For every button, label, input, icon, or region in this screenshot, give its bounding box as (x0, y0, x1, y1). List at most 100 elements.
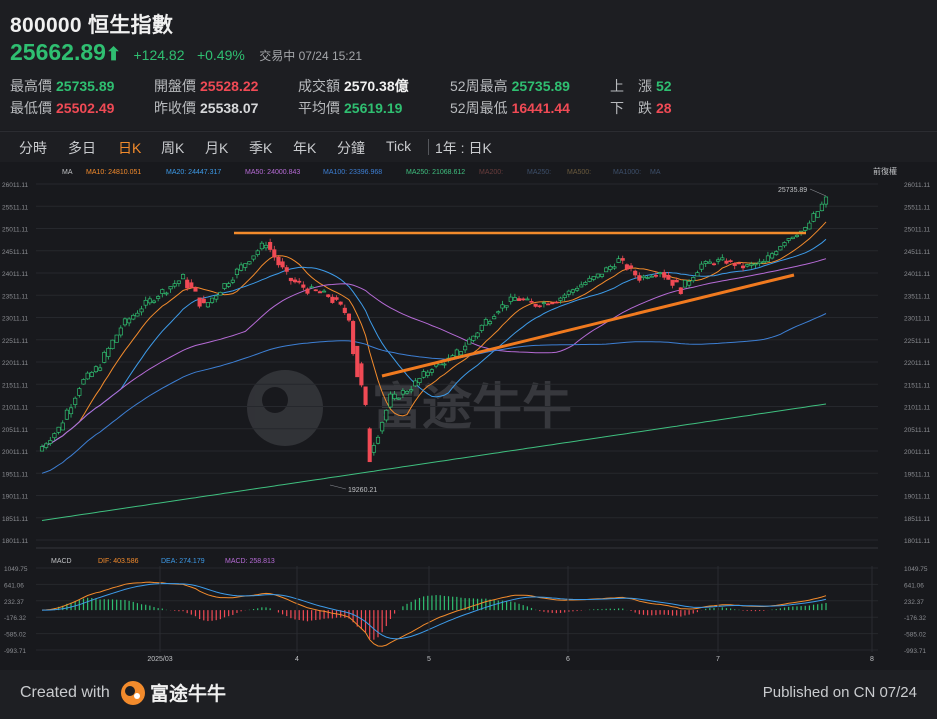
price-change: +124.82 (133, 47, 185, 63)
ma250-line (41, 403, 827, 521)
candle-body (782, 242, 787, 247)
candle-body (201, 298, 206, 304)
candle-body (546, 303, 551, 306)
candle-body (425, 371, 430, 376)
candle-body (205, 302, 210, 308)
candle-body (156, 296, 161, 299)
stat-advancers: 上 漲 52 (610, 78, 672, 94)
candle-body (151, 300, 157, 303)
y-tick-label-right: 19011.11 (904, 494, 931, 501)
candle-body (98, 367, 103, 371)
ma100-line (41, 313, 827, 474)
candle-body (504, 305, 509, 308)
y-tick-label-left: 24011.11 (2, 271, 29, 278)
tab-tick[interactable]: Tick (386, 138, 412, 154)
candle-body (641, 275, 646, 279)
legend-item: MA200: (479, 169, 503, 176)
candle-body (711, 263, 717, 266)
candle-body (463, 345, 468, 351)
up-arrow-icon: ⬆ (105, 44, 122, 64)
candle-body (172, 283, 177, 287)
watermark: 富途牛牛 (247, 370, 572, 446)
last-price: 25662.89 (10, 39, 106, 65)
candle-body (44, 443, 49, 448)
x-tick-label: 4 (295, 656, 299, 663)
candle-body (239, 264, 244, 271)
candle-body (815, 211, 820, 218)
candle-body (160, 289, 165, 294)
dif-label: DIF: 403.586 (98, 558, 139, 565)
stat-52w-high: 52周最高 25735.89 (450, 78, 570, 94)
macd-tick-left: -585.02 (4, 632, 26, 639)
trading-status: 交易中 07/24 15:21 (259, 49, 362, 63)
tab-monthly-k[interactable]: 月K (205, 140, 229, 156)
candle-body (765, 255, 770, 262)
candle-body (529, 301, 534, 303)
x-tick-label: 8 (870, 656, 874, 663)
candle-body (682, 279, 688, 288)
kline-chart[interactable]: 富途牛牛 MA MA10: 24810.051 MA20: 24447.317 MA5… (0, 162, 937, 670)
candle-body (566, 290, 571, 295)
legend-item: MA50: 24000.843 (245, 169, 300, 176)
y-tick-label-left: 18511.11 (2, 516, 29, 523)
candle-body (533, 303, 538, 307)
candle-body (811, 213, 816, 222)
candle-body (716, 259, 721, 262)
candle-body (699, 263, 704, 270)
candle-body (583, 282, 588, 285)
candle-body (52, 433, 57, 439)
tab-daily-k[interactable]: 日K (118, 140, 142, 156)
candle-body (338, 301, 343, 305)
candle-body (458, 351, 464, 356)
stat-open: 開盤價 25528.22 (154, 78, 259, 94)
candle-body (230, 279, 235, 283)
support-trendline (381, 273, 795, 378)
x-tick-label: 5 (427, 656, 431, 663)
tab-yearly-k[interactable]: 年K (293, 140, 317, 156)
candle-body (599, 273, 605, 277)
candle-body (131, 314, 136, 320)
index-code: 800000 (10, 14, 82, 37)
candle-body (475, 332, 480, 338)
candle-body (417, 377, 422, 384)
y-tick-label-right: 20011.11 (904, 449, 931, 456)
tab-range-selector[interactable]: 1年 : 日K (435, 140, 492, 156)
candle-body (351, 321, 356, 355)
candle-body (313, 289, 318, 292)
candle-body (114, 334, 119, 343)
macd-tick-right: 232.37 (904, 599, 924, 606)
adjust-label[interactable]: 前復權 (873, 166, 897, 176)
tab-intraday[interactable]: 分時 (19, 140, 47, 156)
y-tick-label-left: 25011.11 (2, 227, 29, 234)
candle-body (720, 257, 725, 261)
candle-body (110, 339, 115, 350)
stat-low: 最低價 25502.49 (10, 100, 115, 116)
candle-body (106, 347, 111, 357)
legend-item: MA (650, 169, 661, 176)
tab-weekly-k[interactable]: 周K (161, 140, 185, 156)
legend-item: MA1000: (613, 169, 641, 176)
tab-minute[interactable]: 分鐘 (337, 140, 365, 156)
index-name: 恒生指數 (88, 14, 174, 37)
tab-multi-day[interactable]: 多日 (68, 140, 96, 156)
candle-body (691, 277, 696, 282)
candle-body (537, 305, 542, 308)
candle-body (483, 319, 488, 326)
macd-tick-left: 232.37 (4, 599, 24, 606)
candle-body (745, 264, 750, 267)
candle-body (48, 440, 53, 444)
macd-tick-right: -585.02 (904, 632, 926, 639)
candle-body (135, 312, 140, 317)
tab-quarterly-k[interactable]: 季K (249, 140, 273, 156)
candle-body (388, 393, 393, 408)
candle-body (168, 286, 173, 290)
candle-body (60, 422, 65, 431)
candle-body (118, 327, 123, 336)
candle-body (761, 261, 766, 264)
candle-body (56, 426, 61, 433)
candle-body (139, 308, 144, 313)
candle-body (276, 256, 281, 266)
candle-body (280, 261, 285, 268)
candle-body (521, 298, 526, 301)
candle-body (786, 238, 791, 241)
